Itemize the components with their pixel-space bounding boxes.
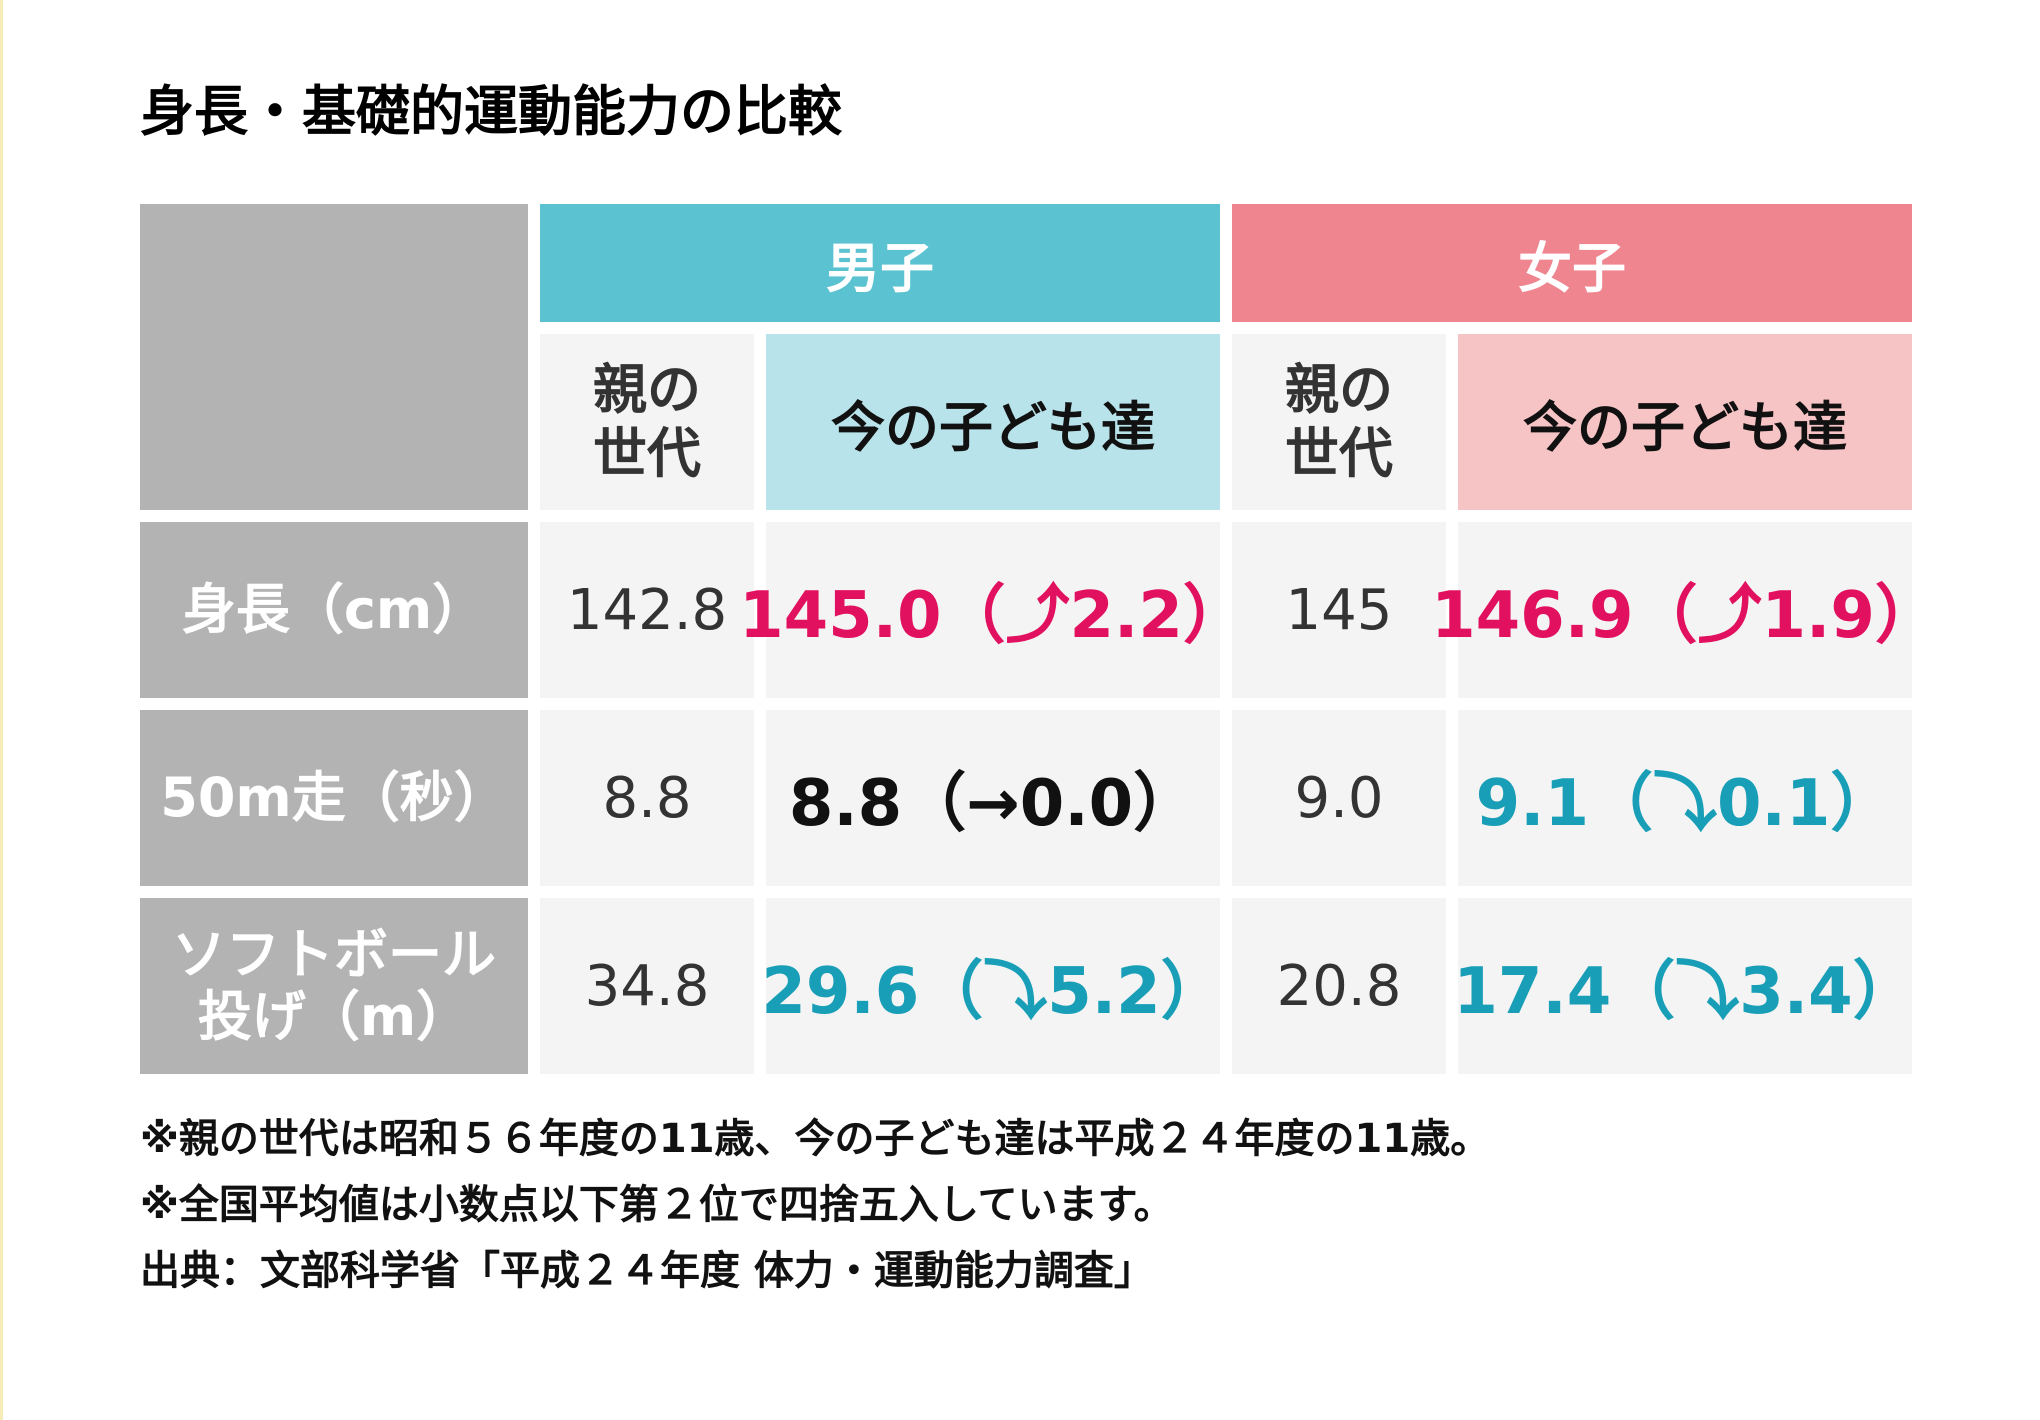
softball-boys-kids-value: 29.6（⤵5.2） bbox=[761, 898, 1225, 1074]
softball-boys-parent-value: 34.8 bbox=[540, 898, 754, 1074]
girls-kids-header: 今の子ども達 bbox=[1458, 334, 1912, 510]
boys-header: 男子 bbox=[540, 204, 1220, 322]
row-label-height: 身長（cm） bbox=[140, 522, 528, 698]
chart-title: 身長・基礎的運動能力の比較 bbox=[140, 80, 842, 143]
footnote-source: 出典：文部科学省「平成２４年度 体力・運動能力調査」 bbox=[140, 1248, 1154, 1294]
girls-header: 女子 bbox=[1232, 204, 1912, 322]
height-girls-kids-value: 146.9（⤴1.9） bbox=[1431, 522, 1939, 698]
footnotes: ※親の世代は昭和５６年度の11歳、今の子ども達は平成２４年度の11歳。 ※全国平… bbox=[140, 1106, 1490, 1304]
footnote-rounding: ※全国平均値は小数点以下第２位で四捨五入しています。 bbox=[140, 1182, 1174, 1228]
boys-parent-generation-header: 親の世代 bbox=[540, 334, 754, 510]
run-girls-parent-value: 9.0 bbox=[1232, 710, 1446, 886]
run-girls-kids-value: 9.1（⤵0.1） bbox=[1458, 710, 1912, 886]
run-boys-kids-value: 8.8（→0.0） bbox=[766, 710, 1220, 886]
run-boys-parent-value: 8.8 bbox=[540, 710, 754, 886]
row-label-50m-run: 50m走（秒） bbox=[140, 710, 528, 886]
boys-kids-header: 今の子ども達 bbox=[766, 334, 1220, 510]
footnote-generation-definition: ※親の世代は昭和５６年度の11歳、今の子ども達は平成２４年度の11歳。 bbox=[140, 1116, 1491, 1162]
left-edge-line bbox=[0, 0, 3, 1420]
softball-girls-kids-value: 17.4（⤵3.4） bbox=[1453, 898, 1917, 1074]
table-corner-cell bbox=[140, 204, 528, 510]
height-boys-parent-value: 142.8 bbox=[540, 522, 754, 698]
row-label-softball-throw: ソフトボール投げ（m） bbox=[140, 898, 528, 1074]
height-girls-parent-value: 145 bbox=[1232, 522, 1446, 698]
height-boys-kids-value: 145.0（⤴2.2） bbox=[739, 522, 1247, 698]
girls-parent-generation-header: 親の世代 bbox=[1232, 334, 1446, 510]
softball-girls-parent-value: 20.8 bbox=[1232, 898, 1446, 1074]
